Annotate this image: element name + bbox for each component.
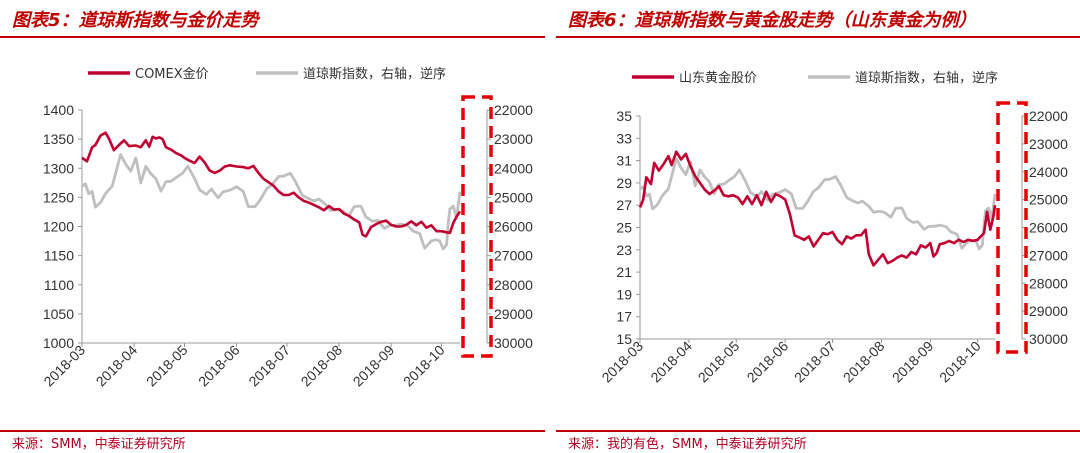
- legend-label: 山东黄金股价: [679, 70, 757, 86]
- footer-divider: [0, 430, 545, 432]
- y-tick-label-right: 25000: [494, 189, 533, 205]
- y-tick-label-left: 33: [616, 130, 632, 146]
- y-tick-label-left: 1000: [43, 335, 74, 351]
- y-tick-label-right: 23000: [1029, 136, 1068, 152]
- y-tick-label-right: 28000: [1029, 275, 1068, 291]
- y-tick-label-left: 1250: [43, 189, 74, 205]
- y-tick-label-left: 15: [616, 331, 632, 347]
- y-tick-label-left: 21: [616, 264, 632, 280]
- chart-panel-right: 图表6：道琼斯指数与黄金股走势（山东黄金为例） 山东黄金股价 道琼斯指数，右轴，逆…: [556, 0, 1080, 453]
- chart-svg: 山东黄金股价 道琼斯指数，右轴，逆序 15 17 19 21 23 25 27 29 31 33 35 2…: [598, 70, 1068, 386]
- x-tick-label: 2018-09: [889, 338, 937, 386]
- footer-divider: [556, 430, 1080, 432]
- legend-label: COMEX金价: [135, 66, 209, 82]
- series-line: [81, 153, 462, 251]
- y-tick-label-right: 29000: [1029, 303, 1068, 319]
- x-tick-label: 2018-04: [647, 338, 695, 386]
- x-tick-label: 2018-10: [400, 342, 448, 390]
- x-tick-label: 2018-06: [195, 342, 243, 390]
- y-tick-label-right: 22000: [1029, 108, 1068, 124]
- x-tick-label: 2018-08: [840, 338, 888, 386]
- y-tick-label-left: 23: [616, 242, 632, 258]
- title-divider: [556, 36, 1080, 38]
- y-tick-label-left: 31: [616, 153, 632, 169]
- series-line: [81, 131, 462, 238]
- y-tick-label-right: 30000: [494, 335, 533, 351]
- y-tick-label-left: 35: [616, 108, 632, 124]
- chart-title: 图表5：道琼斯指数与金价走势: [12, 10, 259, 31]
- y-tick-label-right: 30000: [1029, 331, 1068, 347]
- title-divider: [0, 36, 545, 38]
- chart-title: 图表6：道琼斯指数与黄金股走势（山东黄金为例）: [568, 10, 977, 31]
- x-tick-label: 2018-07: [245, 342, 293, 390]
- y-tick-label-right: 27000: [494, 248, 533, 264]
- x-tick-label: 2018-09: [350, 342, 398, 390]
- right-axis-highlight-box: [461, 95, 493, 358]
- y-tick-label-right: 26000: [494, 219, 533, 235]
- y-tick-label-left: 27: [616, 197, 632, 213]
- y-tick-label-right: 24000: [494, 160, 533, 176]
- y-tick-label-right: 24000: [1029, 164, 1068, 180]
- chart-svg: COMEX金价 道琼斯指数，右轴，逆序 1000 1050 1100 1150 1200 12…: [40, 66, 533, 390]
- y-tick-label-left: 19: [616, 286, 632, 302]
- x-tick-label: 2018-04: [93, 342, 141, 390]
- series-line: [639, 157, 997, 251]
- y-tick-label-left: 1100: [44, 277, 74, 293]
- y-tick-label-left: 1150: [44, 248, 74, 264]
- y-tick-label-left: 1050: [43, 306, 74, 322]
- y-tick-label-right: 25000: [1029, 192, 1068, 208]
- right-axis-highlight-box: [996, 101, 1028, 354]
- y-tick-label-left: 29: [616, 175, 632, 191]
- y-tick-label-left: 1350: [43, 131, 74, 147]
- x-tick-label: 2018-07: [791, 338, 839, 386]
- y-tick-label-left: 17: [616, 309, 632, 325]
- y-tick-label-right: 27000: [1029, 247, 1068, 263]
- source-note: 来源：SMM，中泰证券研究所: [12, 437, 186, 452]
- y-tick-label-right: 22000: [494, 102, 533, 118]
- y-tick-label-left: 1200: [43, 219, 74, 235]
- y-tick-label-right: 29000: [494, 306, 533, 322]
- y-tick-label-right: 26000: [1029, 220, 1068, 236]
- x-tick-label: 2018-10: [936, 338, 984, 386]
- legend-label: 道琼斯指数，右轴，逆序: [855, 70, 998, 86]
- y-tick-label-left: 1300: [43, 160, 74, 176]
- y-tick-label-right: 28000: [494, 277, 533, 293]
- x-tick-label: 2018-05: [143, 342, 191, 390]
- chart-panel-left: 图表5：道琼斯指数与金价走势 COMEX金价 道琼斯指数，右轴，逆序 1000 105…: [0, 10, 545, 452]
- y-tick-label-left: 25: [616, 220, 632, 236]
- x-tick-label: 2018-08: [298, 342, 346, 390]
- x-tick-label: 2018-05: [695, 338, 743, 386]
- y-tick-label-left: 1400: [43, 102, 74, 118]
- y-tick-label-right: 23000: [494, 131, 533, 147]
- series-line: [638, 150, 997, 267]
- source-note: 来源：我的有色，SMM，中泰证券研究所: [568, 437, 807, 452]
- x-tick-label: 2018-06: [744, 338, 792, 386]
- legend-label: 道琼斯指数，右轴，逆序: [303, 66, 446, 82]
